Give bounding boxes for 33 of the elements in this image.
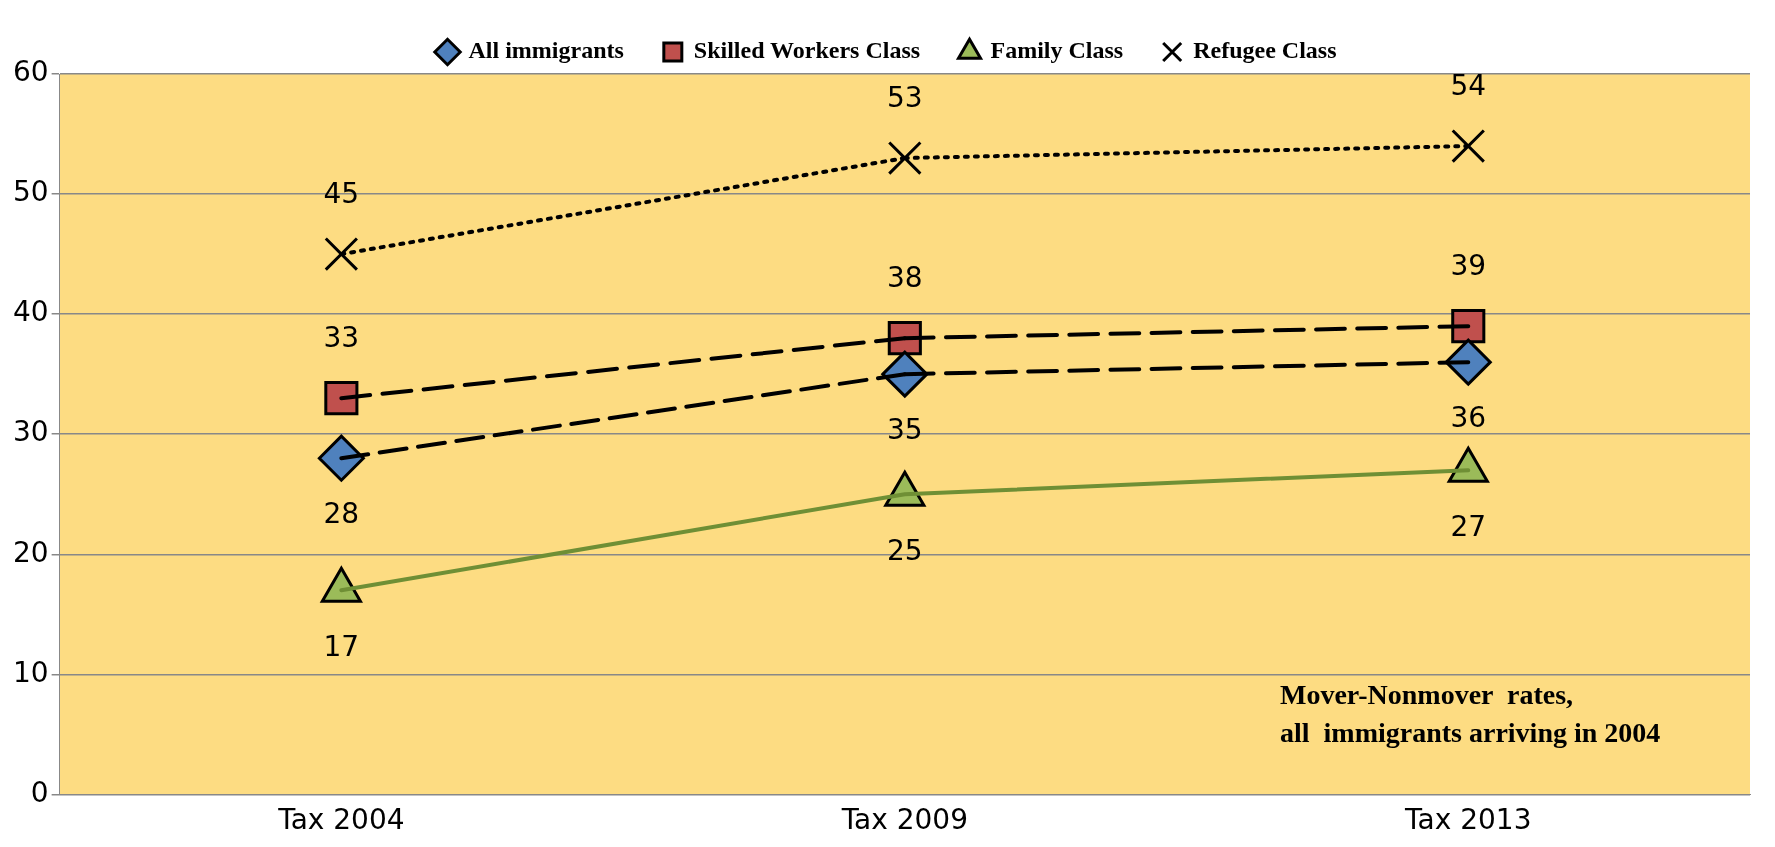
y-tick-label: 40 [12,295,49,329]
legend-label: All immigrants [468,37,624,64]
point [1451,128,1486,164]
data-label: 25 [886,533,923,567]
y-tick-label: 20 [12,535,49,569]
data-label: 39 [1450,249,1487,283]
data-label: 17 [323,629,360,663]
data-label: 35 [886,413,923,447]
data-label: 38 [886,261,923,295]
data-label: 28 [323,497,360,531]
x-tick-label: Tax 2004 [277,803,405,837]
point [317,434,365,482]
y-tick-label: 30 [12,415,49,449]
point [887,140,922,176]
y-tick-label: 10 [12,655,49,689]
legend-label: Family Class [990,37,1124,64]
legend-label: Skilled Workers Class [693,37,921,64]
point [1451,309,1486,344]
data-label: 36 [1450,401,1487,435]
point [324,381,359,416]
data-label: 33 [323,321,360,355]
y-tick-label: 50 [12,175,49,209]
y-tick-label: 60 [12,55,49,89]
y-tick-label: 0 [30,775,49,809]
data-label: 54 [1450,69,1487,103]
data-label: 45 [323,177,360,211]
x-tick-label: Tax 2009 [840,803,968,837]
legend-label: Refugee Class [1193,37,1337,64]
data-label: 27 [1450,509,1487,543]
data-label: 53 [886,81,923,115]
x-tick-label: Tax 2013 [1404,803,1532,837]
point [324,237,359,272]
annotation: Mover-Nonmover rates, all immigrants arriving in 2004 [1280,679,1661,749]
